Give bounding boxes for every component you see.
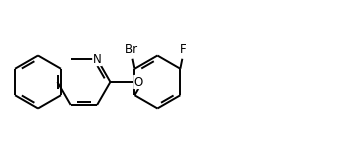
Text: Br: Br (125, 43, 138, 56)
Text: O: O (134, 75, 143, 89)
Text: F: F (180, 43, 187, 56)
Text: N: N (93, 53, 102, 66)
